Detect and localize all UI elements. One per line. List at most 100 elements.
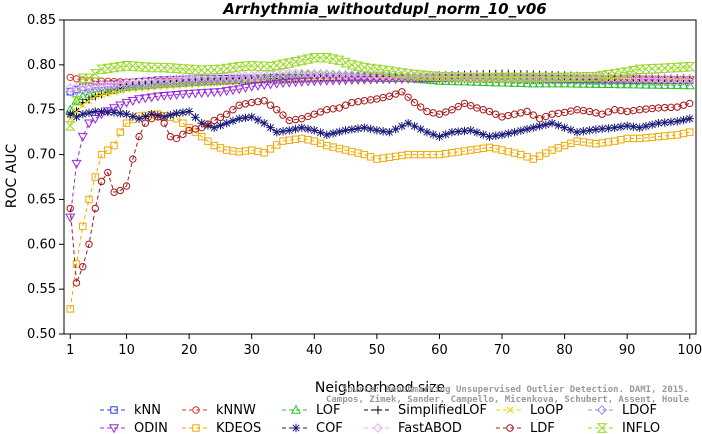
data-point-odin xyxy=(121,98,132,108)
data-point-ldf xyxy=(97,177,106,186)
data-point-cof xyxy=(397,121,407,131)
data-point-cof xyxy=(435,132,444,141)
data-point-cof xyxy=(247,112,256,122)
data-point-odin xyxy=(365,75,376,85)
legend-marker-kdeos xyxy=(192,424,200,432)
data-point-ldf xyxy=(485,107,494,116)
data-point-inflo xyxy=(659,63,671,73)
data-point-fastabod xyxy=(328,69,338,80)
data-point-loop xyxy=(79,101,87,109)
data-point-inflo xyxy=(283,58,295,68)
data-point-fastabod xyxy=(641,73,651,84)
data-point-ldf xyxy=(104,168,112,177)
data-point-fastabod xyxy=(672,74,683,84)
data-point-odin xyxy=(221,87,232,97)
data-point-ldf xyxy=(416,103,425,111)
data-point-ldf xyxy=(304,112,312,121)
data-point-odin xyxy=(65,213,76,223)
data-point-kdeos xyxy=(686,128,694,136)
legend-marker-simplifiedlof xyxy=(373,405,383,415)
data-point-cof xyxy=(597,124,607,134)
legend-label-simplifiedlof: SimplifiedLOF xyxy=(398,403,487,418)
x-tick-label: 80 xyxy=(556,343,573,358)
legend-label-kdeos: KDEOS xyxy=(216,421,261,434)
data-point-ldf xyxy=(122,182,131,190)
data-point-inflo xyxy=(333,55,345,66)
data-point-odin xyxy=(134,95,145,105)
data-point-inflo xyxy=(634,64,646,75)
data-point-inflo xyxy=(227,62,239,73)
data-point-cof xyxy=(241,113,250,122)
data-point-cof xyxy=(159,112,169,122)
data-point-cof xyxy=(666,117,676,127)
data-point-inflo xyxy=(340,57,351,68)
data-point-lof xyxy=(553,78,564,88)
y-axis-title: ROC AUC xyxy=(4,143,20,208)
legend-marker-cof xyxy=(291,423,301,433)
legend-item-loop: LoOP xyxy=(496,403,563,418)
data-point-inflo xyxy=(383,66,395,76)
data-point-cof xyxy=(410,121,419,131)
data-point-ldf xyxy=(66,204,74,213)
data-point-inflo xyxy=(371,64,383,75)
data-point-cof xyxy=(391,124,400,134)
data-point-lof xyxy=(653,79,664,89)
data-point-inflo xyxy=(240,61,251,71)
data-point-lof xyxy=(678,80,689,90)
data-point-fastabod xyxy=(278,68,288,78)
legend-item-cof: COF xyxy=(282,421,343,434)
data-point-lof xyxy=(684,80,695,90)
data-point-cof xyxy=(172,109,181,118)
data-point-inflo xyxy=(346,60,358,70)
data-point-lof xyxy=(622,79,633,89)
data-point-inflo xyxy=(302,54,314,64)
data-point-cof xyxy=(310,126,319,135)
data-point-inflo xyxy=(646,64,658,74)
data-point-lof xyxy=(496,77,508,87)
legend-marker-ldof xyxy=(597,405,607,415)
watermark-line-2: Campos, Zimek, Sander, Campello, Micenko… xyxy=(326,394,690,405)
data-point-cof xyxy=(203,121,213,130)
data-point-ldf xyxy=(460,99,469,108)
data-point-ldf xyxy=(529,111,538,119)
data-point-ldf xyxy=(398,88,406,96)
x-tick-label: 20 xyxy=(181,343,198,358)
data-point-ldf xyxy=(279,111,287,119)
x-tick-label: 30 xyxy=(243,343,260,358)
data-point-odin xyxy=(321,76,332,86)
data-point-ldf xyxy=(116,186,125,195)
data-point-cof xyxy=(366,124,375,134)
data-point-odin xyxy=(165,91,176,101)
data-point-ldf xyxy=(273,106,281,114)
data-point-cof xyxy=(322,130,332,140)
data-point-odin xyxy=(227,86,239,96)
data-point-ldf xyxy=(423,107,431,116)
data-point-cof xyxy=(316,128,325,137)
data-point-cof xyxy=(378,127,388,136)
legend-label-lof: LOF xyxy=(316,403,341,418)
legend-label-inflo: INFLO xyxy=(622,421,660,434)
data-point-inflo xyxy=(615,68,627,78)
data-point-odin xyxy=(265,80,276,90)
data-point-lof xyxy=(521,78,533,88)
data-point-cof xyxy=(128,112,138,121)
legend-label-ldf: LDF xyxy=(530,421,555,434)
data-point-inflo xyxy=(584,71,596,82)
data-point-cof xyxy=(303,124,313,134)
data-point-odin xyxy=(140,94,151,104)
data-point-inflo xyxy=(402,69,414,79)
data-point-kdeos xyxy=(498,146,506,154)
data-point-odin xyxy=(127,97,138,106)
data-point-ldf xyxy=(686,99,694,108)
data-point-lof xyxy=(640,79,651,89)
series-fastabod xyxy=(65,68,695,94)
data-point-cof xyxy=(485,132,494,141)
data-point-odin xyxy=(115,101,126,111)
data-point-cof xyxy=(454,127,463,136)
data-point-cof xyxy=(497,130,507,140)
data-point-odin xyxy=(246,82,257,92)
data-point-inflo xyxy=(271,60,283,71)
data-point-kdeos xyxy=(273,141,281,149)
data-point-ldf xyxy=(442,108,450,116)
data-point-cof xyxy=(673,117,682,126)
